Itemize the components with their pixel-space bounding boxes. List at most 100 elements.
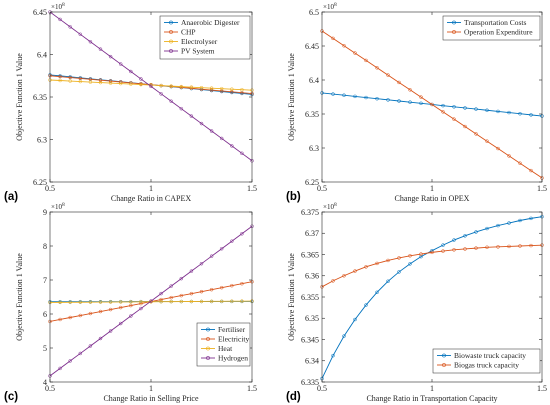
y-tick-label: 6.3 bbox=[37, 135, 47, 144]
series-marker bbox=[331, 36, 335, 41]
series-line-2 bbox=[321, 244, 543, 288]
x-tick-label: 1.5 bbox=[247, 384, 257, 393]
series-marker bbox=[108, 54, 113, 59]
series-marker bbox=[452, 238, 456, 242]
legend-marker bbox=[169, 30, 173, 34]
series-marker bbox=[386, 279, 390, 284]
series-marker bbox=[159, 291, 163, 296]
legend-entry: Hydrogen bbox=[218, 354, 248, 363]
series-marker bbox=[386, 98, 390, 102]
series-marker bbox=[375, 96, 379, 101]
series-marker bbox=[397, 256, 401, 260]
series-line-4 bbox=[49, 225, 253, 377]
panel-label: (a) bbox=[4, 191, 18, 203]
series-marker bbox=[139, 306, 143, 311]
series-marker bbox=[452, 105, 456, 109]
series-marker bbox=[179, 276, 184, 281]
series-marker bbox=[419, 254, 423, 259]
series-marker bbox=[189, 85, 194, 89]
series-marker bbox=[452, 117, 456, 121]
series-marker bbox=[58, 78, 62, 83]
x-tick-label: 1.5 bbox=[247, 184, 257, 193]
y-tick-label: 6.345 bbox=[301, 335, 319, 344]
series-marker bbox=[496, 146, 500, 151]
y-tick-label: 6.34 bbox=[305, 357, 319, 366]
series-marker bbox=[496, 223, 500, 228]
y-tick-label: 6.335 bbox=[301, 378, 319, 387]
legend-marker bbox=[169, 39, 173, 44]
series-marker bbox=[386, 73, 390, 77]
chart-panel-2: 6.25 6.3 6.35 6.4 6.45 6.5 0.5 1 1.5 ×108 Change R… bbox=[286, 2, 547, 203]
series-marker bbox=[189, 291, 194, 296]
series-marker bbox=[88, 311, 93, 316]
series-marker bbox=[463, 124, 467, 129]
series-marker bbox=[364, 265, 368, 269]
x-tick-label: 1.5 bbox=[537, 384, 547, 393]
series-marker bbox=[219, 285, 224, 290]
legend-marker bbox=[206, 337, 210, 341]
series-marker bbox=[199, 299, 204, 304]
series-marker bbox=[240, 151, 244, 156]
legend-box bbox=[159, 15, 251, 60]
y-multiplier: ×108 bbox=[51, 2, 65, 11]
series-marker bbox=[139, 82, 143, 87]
series-marker bbox=[219, 89, 224, 93]
y-axis-label: Objective Function 1 Value bbox=[287, 253, 296, 341]
series-marker bbox=[88, 344, 93, 348]
series-marker bbox=[169, 299, 173, 304]
x-tick-label: 1 bbox=[149, 384, 153, 393]
series-marker bbox=[189, 299, 194, 304]
series-marker bbox=[169, 295, 173, 300]
series-marker bbox=[58, 317, 62, 322]
series-marker bbox=[419, 95, 423, 99]
series-marker bbox=[209, 86, 214, 90]
series-marker bbox=[408, 254, 412, 258]
x-tick-label: 0.5 bbox=[317, 184, 327, 193]
series-marker bbox=[159, 83, 163, 88]
series-marker bbox=[199, 289, 204, 294]
series-marker bbox=[179, 84, 184, 89]
series-marker bbox=[485, 226, 489, 231]
y-tick-label: 8 bbox=[43, 242, 47, 251]
y-tick-label: 9 bbox=[43, 208, 47, 217]
legend-marker bbox=[452, 20, 456, 25]
x-tick-label: 0.5 bbox=[45, 184, 55, 193]
series-marker bbox=[463, 234, 467, 238]
series-marker bbox=[108, 79, 113, 83]
series-marker bbox=[518, 244, 522, 248]
series-marker bbox=[189, 114, 194, 118]
series-line-4 bbox=[49, 11, 253, 162]
y-tick-label: 6.365 bbox=[301, 250, 319, 259]
series-marker bbox=[408, 262, 412, 266]
series-marker bbox=[474, 107, 478, 111]
y-tick-label: 6.45 bbox=[33, 8, 47, 17]
series-marker bbox=[364, 95, 368, 100]
series-marker bbox=[68, 25, 72, 29]
y-tick-label: 4 bbox=[43, 378, 47, 387]
series-marker bbox=[169, 84, 173, 88]
series-marker bbox=[108, 329, 113, 333]
legend-marker bbox=[206, 346, 210, 351]
series-marker bbox=[485, 108, 489, 113]
series-marker bbox=[78, 313, 83, 318]
series-marker bbox=[219, 136, 224, 141]
y-tick-label: 6.5 bbox=[309, 8, 319, 17]
series-marker bbox=[88, 40, 93, 44]
x-tick-label: 0.5 bbox=[317, 384, 327, 393]
x-axis-label: Change Ratio in Selling Price bbox=[103, 394, 199, 403]
series-marker bbox=[518, 218, 522, 223]
x-axis-label: Change Ratio in OPEX bbox=[395, 194, 470, 203]
y-axis-label: Objective Function 1 Value bbox=[15, 53, 24, 141]
y-multiplier: ×108 bbox=[323, 2, 337, 11]
legend-entry: Biogas truck capacity bbox=[454, 361, 519, 370]
series-marker bbox=[240, 299, 244, 303]
y-tick-label: 6.355 bbox=[301, 293, 319, 302]
series-marker bbox=[58, 300, 62, 305]
series-marker bbox=[430, 250, 434, 255]
series-marker bbox=[139, 300, 143, 304]
legend-box bbox=[432, 348, 541, 374]
series-marker bbox=[219, 299, 224, 304]
series-marker bbox=[98, 80, 103, 85]
